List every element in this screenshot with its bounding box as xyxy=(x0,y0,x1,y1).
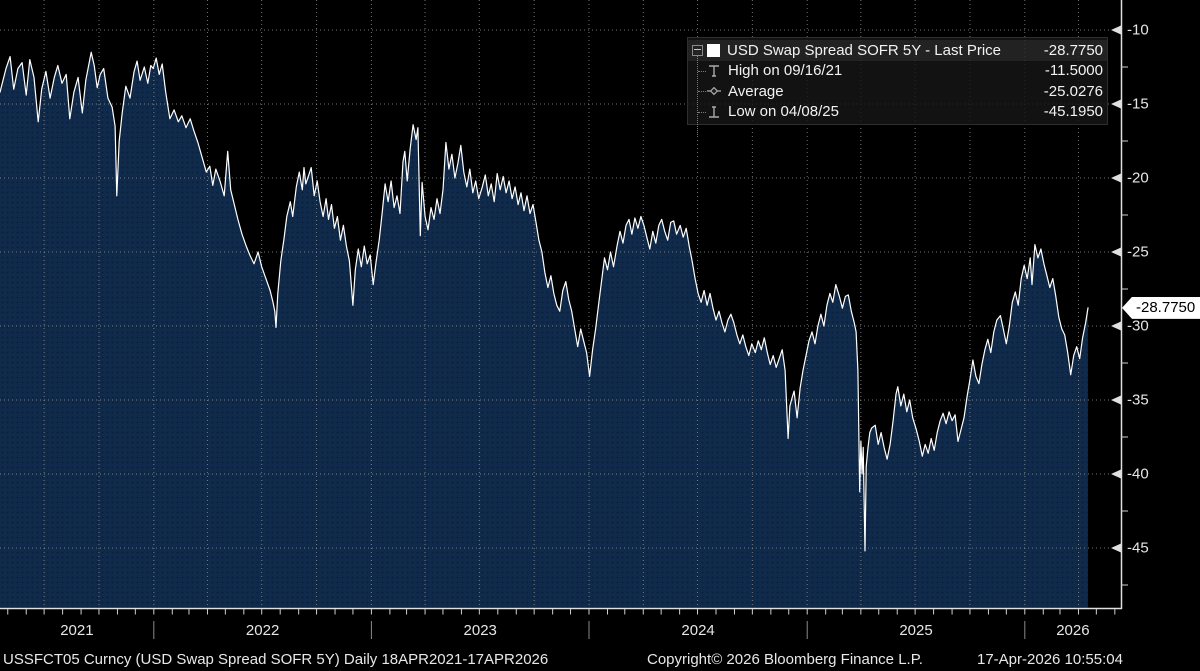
footer-security-text: USSFCT05 Curncy (USD Swap Spread SOFR 5Y… xyxy=(3,651,549,668)
chart-footer: USSFCT05 Curncy (USD Swap Spread SOFR 5Y… xyxy=(0,649,1200,671)
grid-vertical xyxy=(43,0,1079,608)
series-last-price: -28.7750 xyxy=(1043,41,1103,59)
legend-collapse-icon[interactable] xyxy=(692,44,703,56)
low-marker-icon xyxy=(707,105,721,119)
legend-tree-line xyxy=(697,55,698,135)
legend-series-row[interactable]: USD Swap Spread SOFR 5Y - Last Price -28… xyxy=(688,40,1107,61)
x-axis-year-label: 2026 xyxy=(1056,622,1090,639)
y-tick-arrows xyxy=(1111,25,1128,586)
low-label: Low on 04/08/25 xyxy=(728,103,839,121)
footer-copyright: Copyright© 2026 Bloomberg Finance L.P. xyxy=(647,651,923,668)
average-marker-icon xyxy=(707,84,721,98)
high-marker-icon xyxy=(707,64,721,78)
grid-horizontal xyxy=(0,29,1121,549)
last-price-flag: -28.7750 xyxy=(1122,296,1200,319)
legend-high-row[interactable]: High on 09/16/21 -11.5000 xyxy=(688,61,1107,82)
x-axis-year-label: 2025 xyxy=(899,622,933,639)
area-fill xyxy=(0,52,1088,608)
low-value: -45.1950 xyxy=(1043,103,1103,121)
y-axis-label: -10 xyxy=(1127,21,1149,39)
y-axis-label: -15 xyxy=(1127,95,1149,113)
y-axis-label: -45 xyxy=(1127,539,1149,557)
x-axis-year-label: 2021 xyxy=(60,622,94,639)
year-separators xyxy=(153,621,1026,639)
y-axis-label: -30 xyxy=(1127,317,1149,335)
price-line xyxy=(0,51,1089,552)
average-label: Average xyxy=(728,82,784,100)
y-axis-label: -35 xyxy=(1127,391,1149,409)
month-ticks xyxy=(7,609,1116,615)
y-axis-label: -25 xyxy=(1127,243,1149,261)
high-value: -11.5000 xyxy=(1044,62,1103,80)
y-axis-label: -40 xyxy=(1127,465,1149,483)
footer-timestamp: 17-Apr-2026 10:55:04 xyxy=(977,651,1123,668)
x-axis-year-label: 2024 xyxy=(681,622,715,639)
chart-legend: USD Swap Spread SOFR 5Y - Last Price -28… xyxy=(687,37,1108,135)
legend-average-row[interactable]: Average -25.0276 xyxy=(688,81,1107,102)
y-axis-label: -20 xyxy=(1127,169,1149,187)
legend-low-row[interactable]: Low on 04/08/25 -45.1950 xyxy=(688,102,1107,123)
series-label: USD Swap Spread SOFR 5Y - Last Price xyxy=(727,41,1001,59)
series-swatch-icon xyxy=(707,43,720,57)
x-axis-year-label: 2022 xyxy=(245,622,280,639)
x-axis-year-label: 2023 xyxy=(463,622,497,639)
high-label: High on 09/16/21 xyxy=(728,62,843,80)
average-value: -25.0276 xyxy=(1043,82,1103,100)
